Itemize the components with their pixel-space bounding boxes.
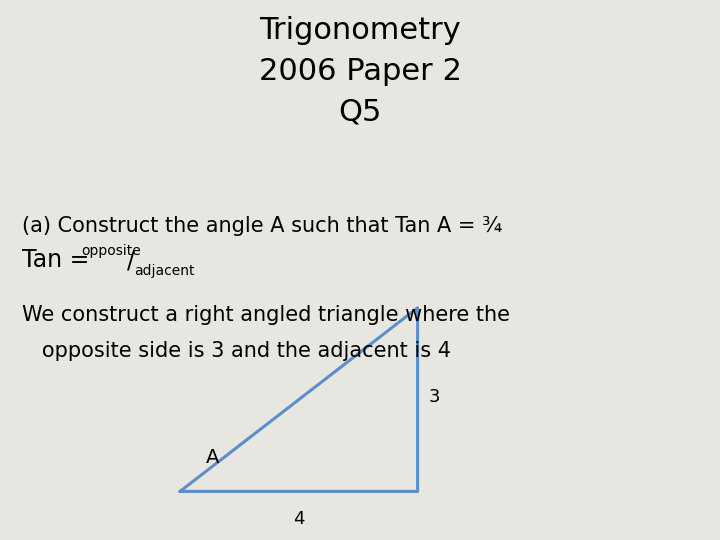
Text: A: A bbox=[206, 448, 219, 467]
Text: adjacent: adjacent bbox=[134, 264, 194, 278]
Text: Trigonometry
2006 Paper 2
Q5: Trigonometry 2006 Paper 2 Q5 bbox=[258, 16, 462, 126]
Text: 3: 3 bbox=[428, 388, 440, 406]
Text: (a) Construct the angle A such that Tan A = ¾: (a) Construct the angle A such that Tan … bbox=[22, 216, 502, 236]
Text: We construct a right angled triangle where the: We construct a right angled triangle whe… bbox=[22, 305, 510, 325]
Text: 4: 4 bbox=[293, 510, 305, 528]
Text: /: / bbox=[127, 248, 135, 272]
Text: Tan =: Tan = bbox=[22, 248, 96, 272]
Text: opposite: opposite bbox=[81, 245, 141, 259]
Text: opposite side is 3 and the adjacent is 4: opposite side is 3 and the adjacent is 4 bbox=[22, 341, 451, 361]
